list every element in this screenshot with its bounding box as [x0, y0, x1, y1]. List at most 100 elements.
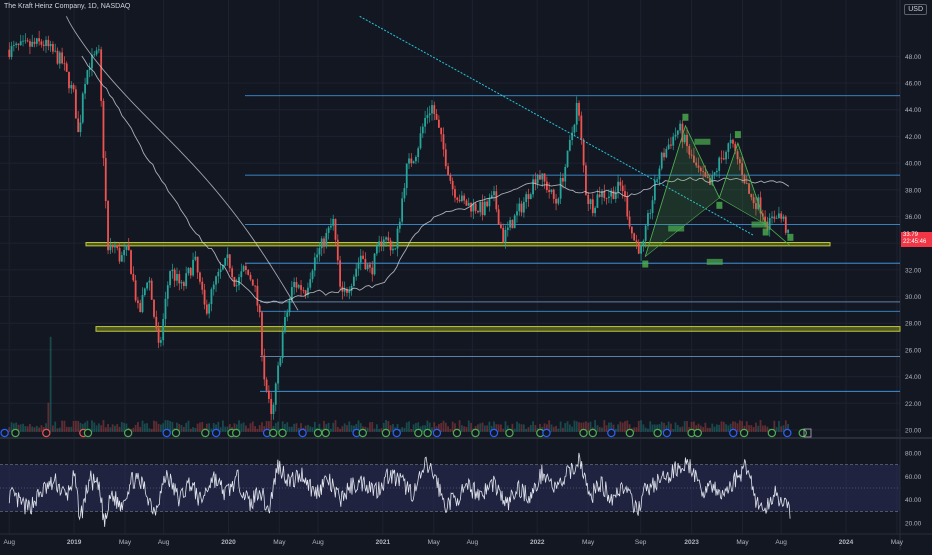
candle-body [408, 158, 410, 164]
candle-body [277, 365, 279, 384]
candle-body [748, 183, 750, 194]
volume-bar [504, 421, 507, 432]
volume-bar [24, 425, 27, 432]
volume-bar [628, 424, 631, 432]
candle-body [559, 177, 562, 199]
candle-body [617, 181, 619, 193]
candle-body [238, 277, 240, 286]
volume-bar [187, 420, 190, 432]
candle-body [495, 191, 498, 210]
volume-bar [594, 420, 597, 432]
event-marker [162, 428, 171, 438]
volume-bar [709, 427, 711, 432]
candle-body [10, 45, 13, 58]
candle-body [348, 290, 351, 293]
time-axis-label: Aug [467, 539, 479, 546]
candle-body [63, 63, 66, 65]
candle-body [389, 240, 392, 251]
price-axis-label: 36.00 [905, 214, 922, 221]
candle-body [70, 84, 73, 89]
volume-bar [309, 426, 312, 432]
event-marker [298, 428, 307, 438]
candle-body [759, 197, 762, 214]
candle-body [614, 192, 617, 199]
event-marker [505, 428, 514, 438]
candle-body [525, 194, 528, 202]
volume-bar [522, 424, 525, 432]
candle-body [362, 255, 364, 259]
volume-bar [196, 423, 199, 432]
volume-bar [139, 426, 142, 432]
volume-bar [658, 424, 661, 432]
trend-line [359, 15, 754, 236]
candle-body [302, 289, 305, 291]
candle-body [224, 258, 227, 266]
volume-bar [256, 428, 259, 432]
candle-body [339, 260, 341, 287]
volume-bar [267, 421, 270, 432]
volume-bar [304, 425, 307, 432]
time-axis-label: May [582, 539, 595, 546]
candle-body [658, 168, 661, 180]
candle-body [734, 143, 737, 152]
candle-body [153, 299, 155, 317]
candle-body [548, 190, 551, 193]
candle-body [84, 84, 86, 94]
event-marker [313, 428, 323, 438]
candle-body [77, 118, 80, 133]
volume-bar [341, 426, 344, 432]
support-zone [85, 242, 831, 247]
candle-body [17, 43, 20, 45]
time-axis-label: 2019 [67, 539, 82, 546]
volume-bar [672, 428, 675, 432]
candle-body [327, 227, 330, 233]
price-axis-label: 44.00 [905, 107, 922, 114]
volume-bar [511, 423, 514, 432]
candle-body [686, 134, 688, 147]
time-axis-label: Aug [158, 539, 170, 546]
candle-body [194, 256, 197, 260]
volume-bar [33, 427, 36, 432]
candle-body [596, 194, 599, 208]
event-marker [231, 428, 241, 438]
candle-body [228, 254, 231, 269]
volume-bar [286, 422, 289, 432]
volume-bar [642, 424, 645, 432]
candle-body [601, 191, 603, 197]
candle-body [54, 50, 57, 52]
candle-body [435, 113, 438, 120]
volume-bar [633, 427, 636, 432]
currency-button[interactable]: USD [904, 4, 927, 15]
event-marker [653, 428, 662, 438]
volume-bar [215, 424, 217, 432]
event-marker [693, 428, 702, 438]
volume-bar [366, 427, 369, 432]
candle-body [442, 134, 445, 150]
pattern-ratio-label [694, 138, 711, 145]
candle-body [272, 404, 275, 415]
volume-bar [775, 427, 778, 432]
support-zone [95, 326, 901, 332]
candle-body [130, 250, 132, 274]
volume-bar [725, 424, 727, 432]
event-marker [607, 428, 616, 438]
candle-body [164, 298, 167, 320]
volume-bar [734, 421, 737, 432]
time-axis-label: Aug [3, 539, 15, 546]
candle-body [628, 216, 631, 227]
volume-bar [674, 422, 677, 432]
candle-body [304, 290, 307, 295]
candle-body [497, 209, 500, 225]
candle-body [477, 210, 479, 213]
volume-bar [169, 421, 171, 432]
candle-body [541, 173, 544, 180]
candle-body [764, 216, 767, 222]
event-marker [42, 428, 51, 438]
volume-bar [683, 421, 686, 432]
candle-body [568, 140, 571, 151]
candle-body [426, 115, 429, 118]
volume-bar [612, 424, 615, 432]
candle-body [752, 197, 755, 204]
